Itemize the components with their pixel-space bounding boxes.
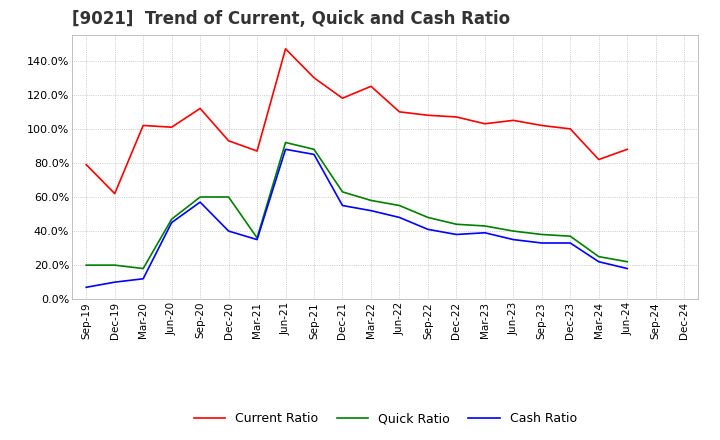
Cash Ratio [423,227,432,232]
Current Ratio [509,118,518,123]
Cash Ratio [480,230,489,235]
Cash Ratio [110,279,119,285]
Current Ratio [537,123,546,128]
Line: Cash Ratio: Cash Ratio [86,149,627,287]
Legend: Current Ratio, Quick Ratio, Cash Ratio: Current Ratio, Quick Ratio, Cash Ratio [189,407,582,430]
Cash Ratio [139,276,148,282]
Current Ratio [338,95,347,101]
Cash Ratio [537,240,546,246]
Current Ratio [196,106,204,111]
Current Ratio [423,113,432,118]
Cash Ratio [196,199,204,205]
Quick Ratio [167,216,176,222]
Quick Ratio [537,232,546,237]
Current Ratio [566,126,575,132]
Quick Ratio [253,235,261,241]
Cash Ratio [253,237,261,242]
Quick Ratio [509,228,518,234]
Quick Ratio [282,140,290,145]
Current Ratio [110,191,119,196]
Current Ratio [225,138,233,143]
Quick Ratio [595,254,603,259]
Quick Ratio [310,147,318,152]
Cash Ratio [595,259,603,264]
Quick Ratio [423,215,432,220]
Cash Ratio [338,203,347,208]
Quick Ratio [395,203,404,208]
Cash Ratio [366,208,375,213]
Current Ratio [595,157,603,162]
Cash Ratio [395,215,404,220]
Quick Ratio [110,263,119,268]
Cash Ratio [82,285,91,290]
Current Ratio [395,109,404,114]
Cash Ratio [566,240,575,246]
Quick Ratio [196,194,204,200]
Current Ratio [82,162,91,167]
Current Ratio [480,121,489,126]
Current Ratio [452,114,461,120]
Cash Ratio [452,232,461,237]
Line: Current Ratio: Current Ratio [86,49,627,194]
Cash Ratio [623,266,631,271]
Quick Ratio [82,263,91,268]
Cash Ratio [310,152,318,157]
Current Ratio [167,125,176,130]
Cash Ratio [509,237,518,242]
Cash Ratio [167,220,176,225]
Cash Ratio [225,228,233,234]
Quick Ratio [566,234,575,239]
Quick Ratio [366,198,375,203]
Current Ratio [282,46,290,51]
Current Ratio [253,148,261,154]
Current Ratio [310,75,318,81]
Current Ratio [139,123,148,128]
Text: [9021]  Trend of Current, Quick and Cash Ratio: [9021] Trend of Current, Quick and Cash … [72,10,510,28]
Quick Ratio [338,189,347,194]
Current Ratio [366,84,375,89]
Quick Ratio [480,224,489,229]
Quick Ratio [452,222,461,227]
Cash Ratio [282,147,290,152]
Line: Quick Ratio: Quick Ratio [86,143,627,268]
Quick Ratio [225,194,233,200]
Current Ratio [623,147,631,152]
Quick Ratio [139,266,148,271]
Quick Ratio [623,259,631,264]
